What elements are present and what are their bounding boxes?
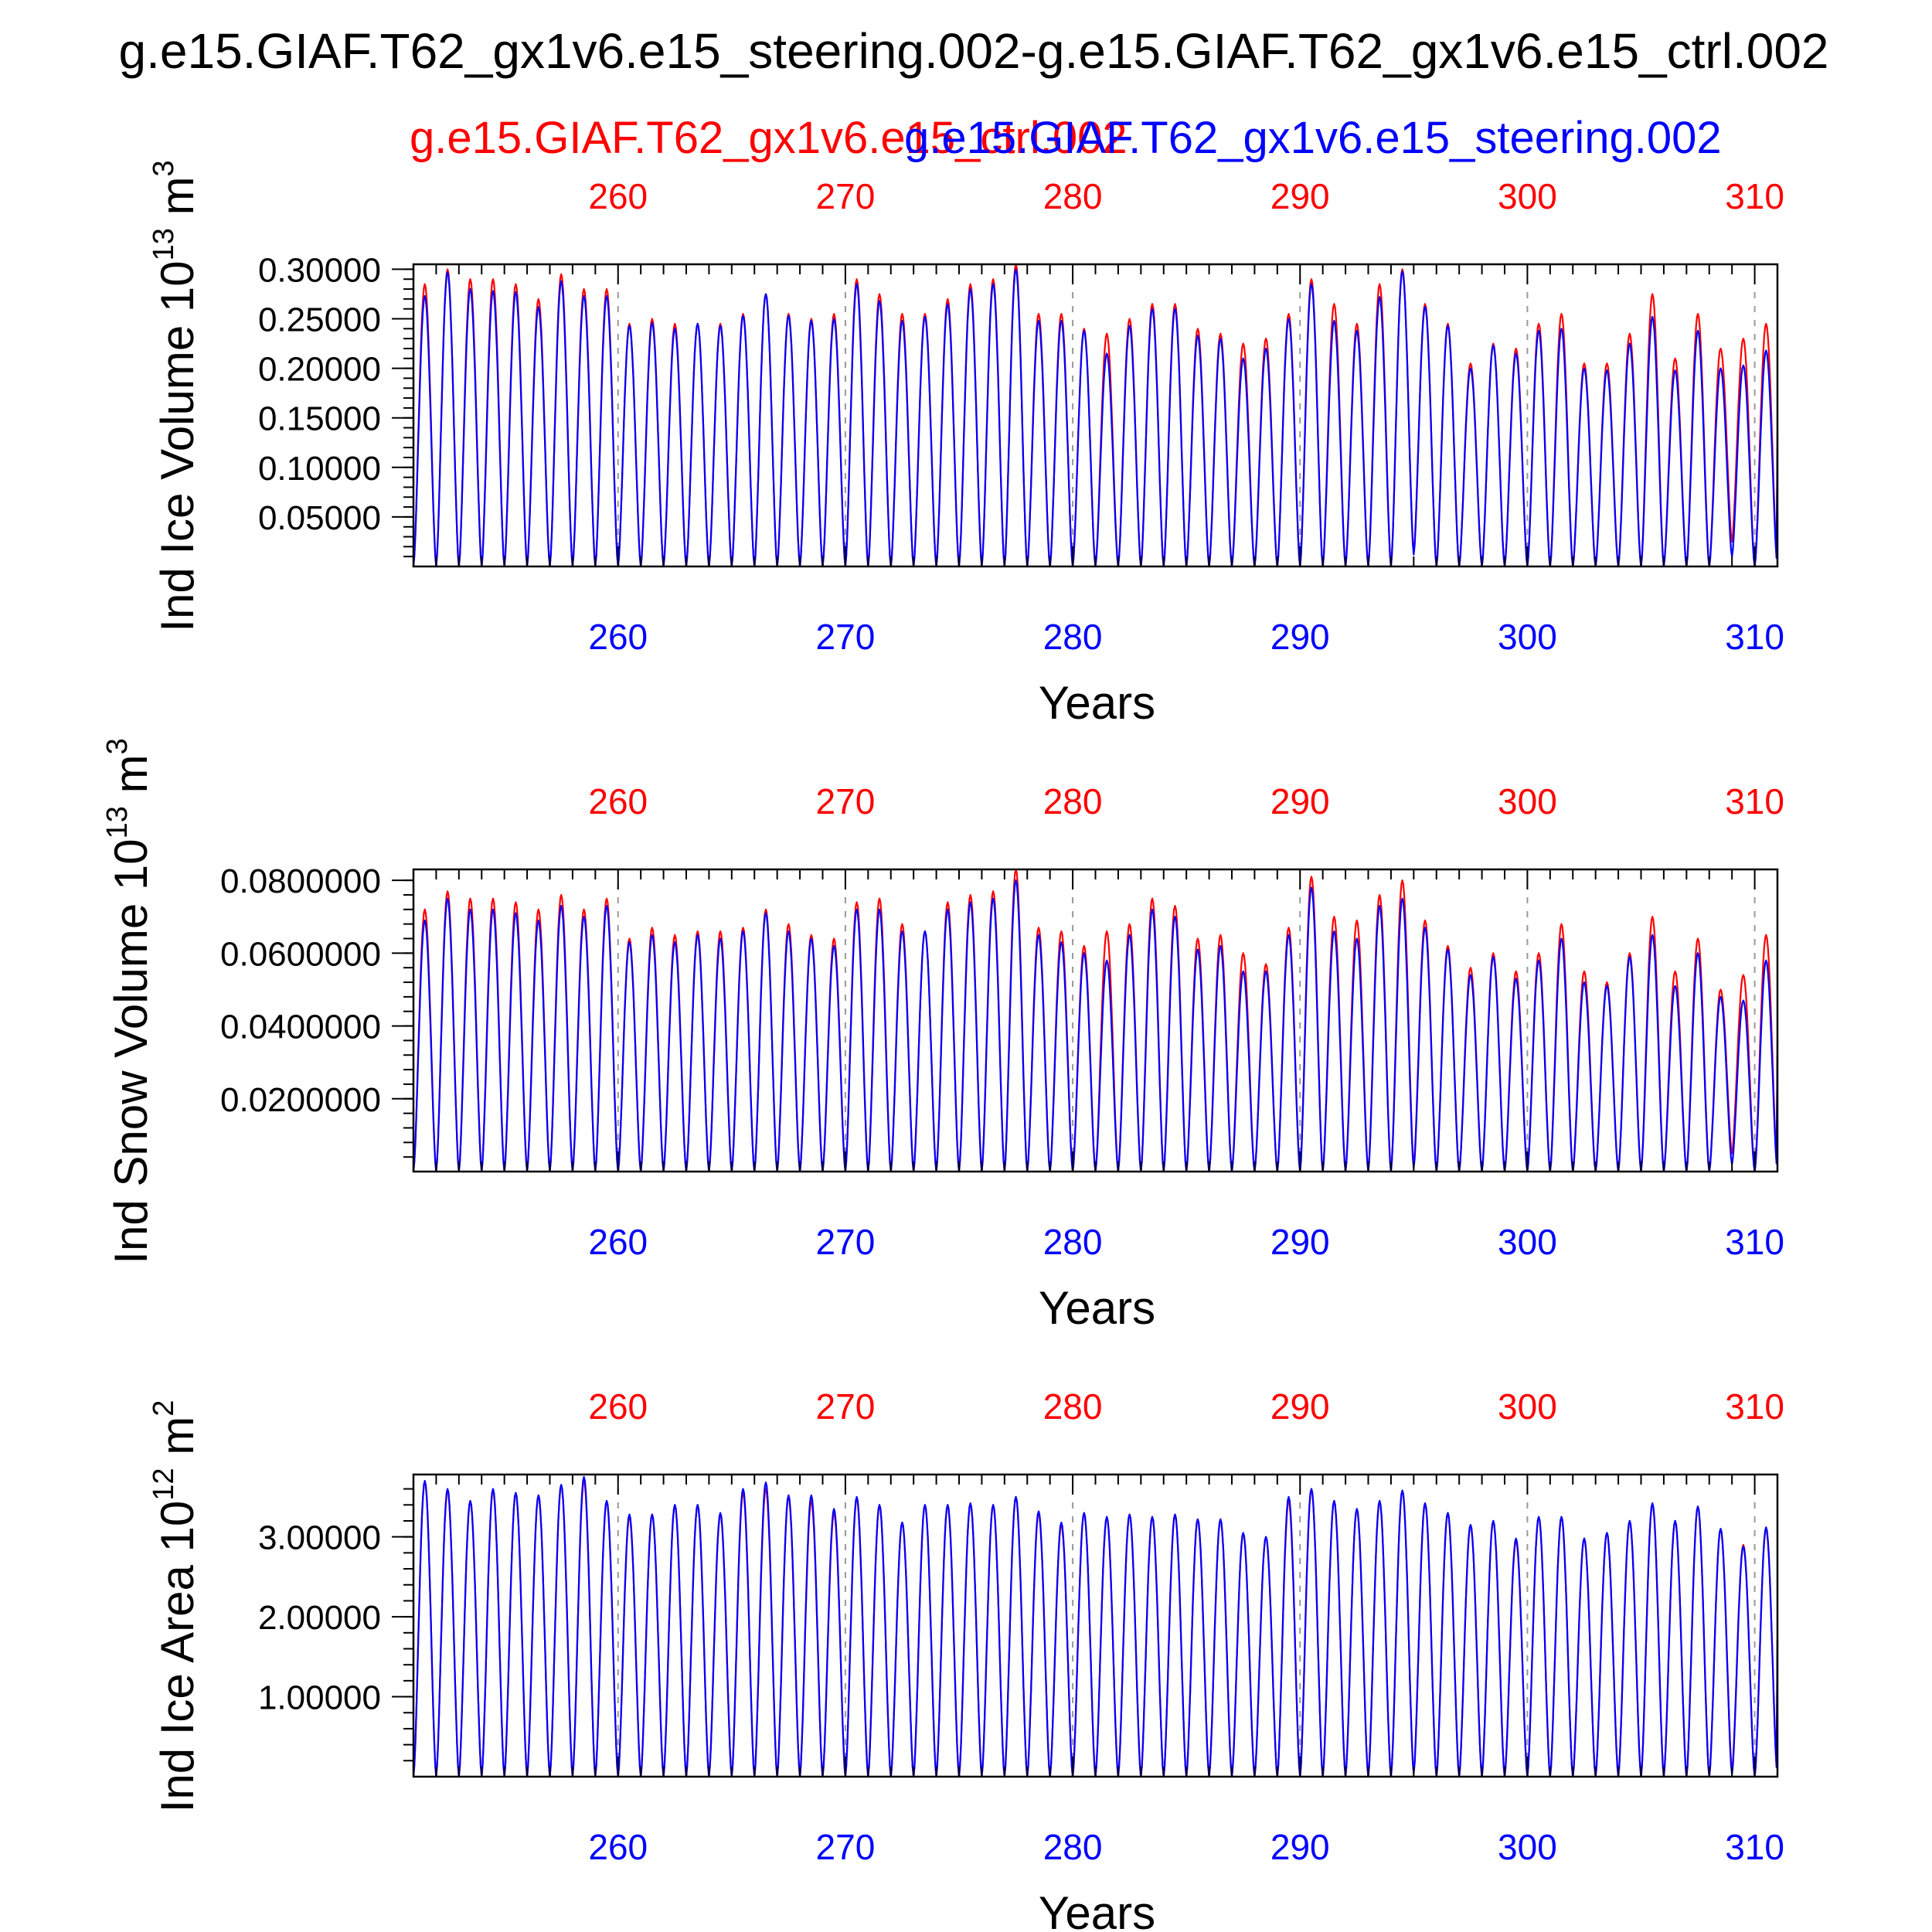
y-axis-label: Ind Ice Volume 1013 m3 [148,160,203,631]
y-tick-label: 0.0200000 [220,1081,381,1119]
x-tick-label-top: 290 [1270,1386,1330,1427]
x-tick-label-top: 310 [1725,176,1784,216]
y-axis-label-exponent: 12 [148,1468,180,1500]
x-tick-label-top: 290 [1270,176,1330,216]
x-tick-label-bottom: 310 [1725,1827,1784,1867]
y-tick-label: 0.0800000 [220,862,381,900]
y-tick-label: 1.00000 [258,1679,381,1717]
y-tick-label: 0.0400000 [220,1009,381,1046]
figure-title: g.e15.GIAF.T62_gx1v6.e15_steering.002-g.… [119,23,1829,79]
x-tick-label-top: 270 [816,1386,876,1427]
x-tick-label-bottom: 290 [1270,617,1330,657]
x-tick-label-bottom: 300 [1498,617,1557,657]
x-tick-label-bottom: 280 [1043,1827,1103,1867]
x-tick-label-top: 280 [1043,1386,1103,1427]
y-tick-label: 0.15000 [258,400,381,438]
x-tick-label-top: 310 [1725,781,1784,821]
x-tick-label-bottom: 310 [1725,1222,1784,1262]
x-tick-label-bottom: 290 [1270,1222,1330,1262]
x-axis-label: Years [1039,1282,1155,1334]
y-axis-label-unit: m [151,176,203,228]
y-tick-label: 0.0600000 [220,935,381,973]
x-tick-label-top: 300 [1498,176,1557,216]
x-tick-label-top: 300 [1498,1386,1557,1427]
y-tick-label: 0.10000 [258,450,381,488]
y-axis-label-exponent: 13 [101,806,134,838]
x-tick-label-bottom: 260 [588,1827,648,1867]
x-tick-label-top: 290 [1270,781,1330,821]
x-tick-label-bottom: 280 [1043,617,1103,657]
x-tick-label-top: 270 [816,176,876,216]
x-tick-label-bottom: 300 [1498,1827,1557,1867]
y-axis-label-main: Ind Snow Volume 10 [105,838,157,1264]
y-axis-label-unit-exponent: 3 [101,738,134,754]
x-tick-label-bottom: 270 [816,617,876,657]
x-tick-label-top: 260 [588,176,648,216]
x-tick-label-bottom: 260 [588,1222,648,1262]
x-axis-label: Years [1039,677,1155,729]
panel-ice-volume: 260 260 270 270 280 280 290 290 300 300 310 310 Year… [148,160,1784,729]
x-tick-label-bottom: 290 [1270,1827,1330,1867]
y-axis-label: Ind Ice Area 1012 m2 [148,1400,203,1813]
x-tick-label-bottom: 260 [588,617,648,657]
y-axis-label: Ind Snow Volume 1013 m3 [101,738,157,1264]
x-tick-label-bottom: 300 [1498,1222,1557,1262]
panel-snow-volume: 260 260 270 270 280 280 290 290 300 300 310 310 Year… [101,738,1784,1334]
y-axis-label-main: Ind Ice Volume 10 [151,260,203,631]
y-tick-label: 0.05000 [258,499,381,537]
y-tick-label: 0.20000 [258,351,381,389]
x-tick-label-bottom: 310 [1725,617,1784,657]
x-tick-label-bottom: 280 [1043,1222,1103,1262]
x-tick-label-bottom: 270 [816,1222,876,1262]
y-axis-label-main: Ind Ice Area 10 [151,1501,203,1813]
x-tick-label-bottom: 270 [816,1827,876,1867]
y-axis-label-unit-exponent: 3 [148,160,180,176]
x-axis-label: Years [1039,1887,1155,1932]
y-tick-label: 2.00000 [258,1599,381,1637]
y-tick-label: 0.25000 [258,301,381,339]
panel-ice-area: 260 260 270 270 280 280 290 290 300 300 310 310 Year… [148,1386,1784,1932]
x-tick-label-top: 260 [588,781,648,821]
x-tick-label-top: 270 [816,781,876,821]
y-axis-label-unit: m [151,1417,203,1468]
x-tick-label-top: 280 [1043,781,1103,821]
y-tick-label: 0.30000 [258,251,381,289]
legend-ctrl-label: g.e15.GIAF.T62_gx1v6.e15_ctrl.002 [410,113,1128,163]
x-tick-label-top: 310 [1725,1386,1784,1427]
y-tick-label: 3.00000 [258,1519,381,1557]
y-axis-label-unit-exponent: 2 [148,1400,180,1417]
y-axis-label-exponent: 13 [148,228,180,260]
y-axis-label-unit: m [105,754,157,806]
x-tick-label-top: 260 [588,1386,648,1427]
legend-steering-label: g.e15.GIAF.T62_gx1v6.e15_steering.002 [904,113,1722,163]
x-tick-label-top: 280 [1043,176,1103,216]
x-tick-label-top: 300 [1498,781,1557,821]
